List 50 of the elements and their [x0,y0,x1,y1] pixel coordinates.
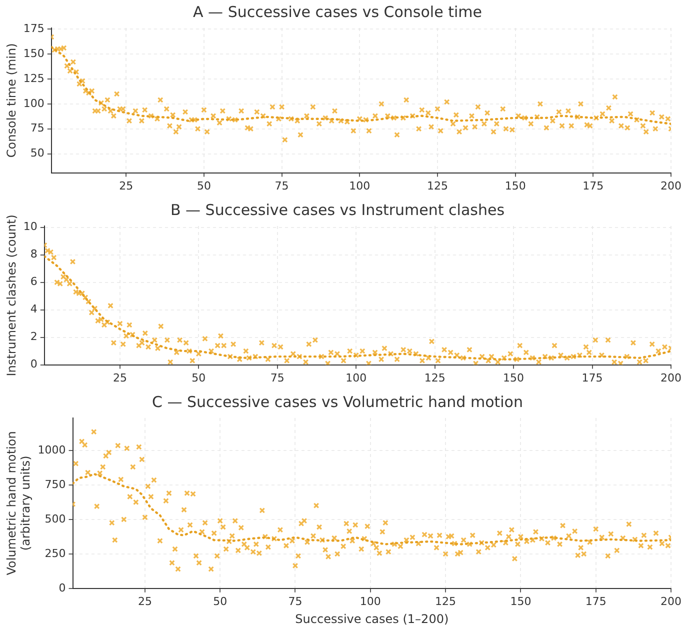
x-tick-label: 175 [585,594,606,608]
chart-title: C — Successive cases vs Volumetric hand motion [152,392,523,411]
x-tick-label: 150 [510,594,532,608]
line-series [72,472,671,546]
y-tick-label: 2 [30,330,38,344]
chart-title: A — Successive cases vs Console time [193,2,482,21]
x-tick-label: 25 [112,371,127,384]
y-tick-label: 4 [30,302,38,316]
x-axis-title: Successive cases (1–200) [295,612,449,626]
x-tick-label: 200 [660,594,682,608]
x-tick-label: 75 [270,371,284,384]
x-tick-label: 125 [424,371,446,384]
x-tick-label: 125 [426,179,448,192]
y-tick-label: 50 [30,146,44,160]
x-tick-label: 200 [660,371,682,384]
y-tick-label: 750 [44,478,66,491]
y-tick-label: 6 [30,275,38,288]
x-tick-label: 50 [196,179,211,192]
x-tick-label: 75 [274,179,289,192]
x-tick-label: 75 [288,594,302,608]
y-tick-label: 175 [23,22,44,35]
x-tick-label: 150 [503,371,524,384]
y-tick-label: 500 [44,512,66,526]
y-tick-label: 150 [23,46,44,60]
x-tick-label: 50 [192,371,206,384]
y-tick-label: 125 [23,72,44,85]
x-tick-label: 100 [360,594,381,608]
y-tick-label: 100 [23,96,44,110]
x-tick-label: 175 [582,179,604,192]
x-tick-label: 100 [346,371,367,384]
x-tick-label: 200 [660,179,682,192]
line-series [51,46,671,125]
x-tick-label: 125 [435,594,456,608]
x-tick-label: 25 [119,179,134,192]
y-axis-title: Volumetric hand motion (arbitrary units) [4,431,33,576]
y-tick-label: 250 [44,546,66,560]
y-tick-label: 75 [30,122,44,135]
y-tick-label: 10 [23,220,38,234]
y-tick-label: 0 [58,581,66,594]
x-tick-label: 150 [504,179,526,192]
chart-title: B — Successive cases vs Instrument clashes [170,200,505,219]
y-tick-label: 0 [30,358,38,371]
y-axis-title: Instrument clashes (count) [4,214,18,376]
x-tick-label: 25 [138,594,152,608]
x-tick-label: 100 [349,179,370,192]
y-tick-label: 8 [30,248,38,261]
y-tick-label: 1000 [38,443,66,456]
x-tick-label: 50 [213,594,228,608]
y-axis-title: Console time (min) [4,43,18,158]
x-tick-label: 175 [582,371,603,384]
